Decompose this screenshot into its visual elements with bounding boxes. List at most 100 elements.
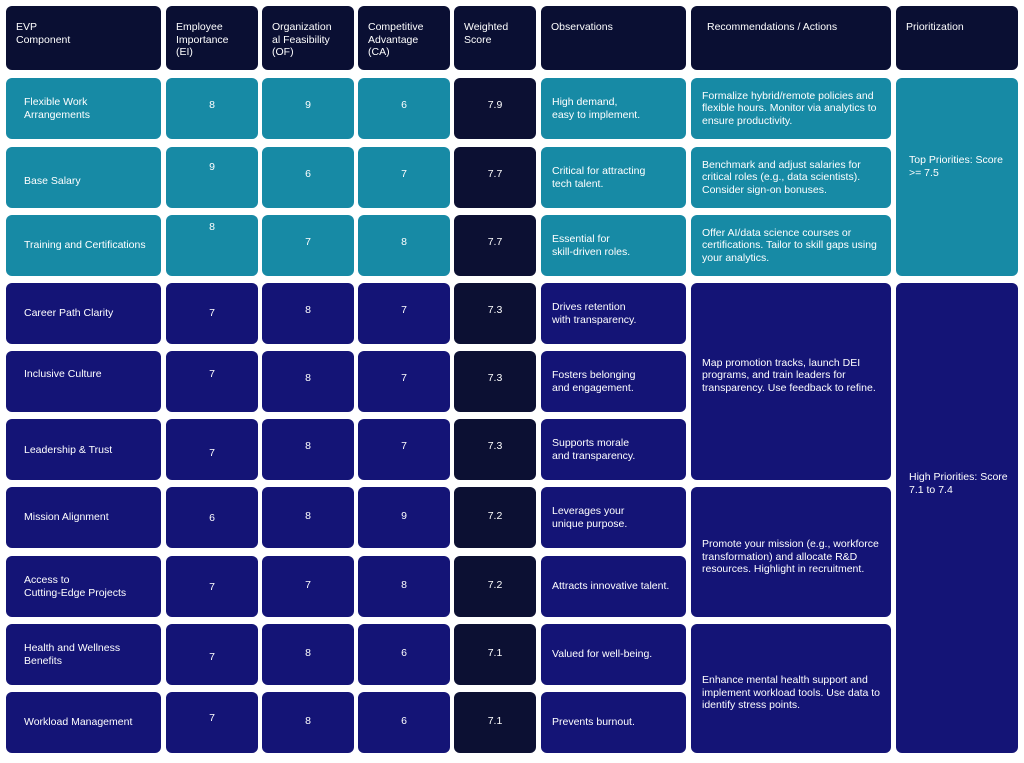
score-cell: 7.9 [454,78,536,139]
of-cell: 8 [262,692,354,753]
ei-cell: 7 [166,283,258,344]
component-cell: Flexible Work Arrangements [6,78,161,139]
header-prioritization: Prioritization [896,6,1018,70]
header-score-label: Weighted Score [464,21,509,46]
observation-label: Prevents burnout. [552,716,635,729]
observation-label: Fosters belonging and engagement. [552,368,636,394]
observation-cell: High demand, easy to implement. [541,78,686,139]
observation-label: Valued for well-being. [552,648,653,661]
ei-value: 7 [209,712,215,724]
header-recommendations-label: Recommendations / Actions [707,21,838,33]
observation-cell: Fosters belonging and engagement. [541,351,686,412]
component-label: Mission Alignment [24,511,109,524]
observation-label: Essential for skill-driven roles. [552,232,631,258]
header-observations-label: Observations [551,21,613,33]
ca-cell: 8 [358,215,450,276]
observation-label: Drives retention with transparency. [552,300,637,326]
score-cell: 7.2 [454,556,536,617]
ei-value: 7 [209,447,215,459]
component-cell: Career Path Clarity [6,283,161,344]
observation-cell: Leverages your unique purpose. [541,487,686,548]
ca-cell: 8 [358,556,450,617]
component-cell: Leadership & Trust [6,419,161,480]
component-label: Workload Management [24,716,133,729]
ca-cell: 9 [358,487,450,548]
recommendation-wellness-workload: Enhance mental health support and implem… [691,624,891,753]
ca-cell: 6 [358,692,450,753]
recommendation-text: Promote your mission (e.g., workforce tr… [702,538,879,576]
priority-high-label: High Priorities: Score 7.1 to 7.4 [909,471,1008,496]
ei-value: 9 [209,161,215,173]
score-value: 7.7 [487,236,503,248]
component-label: Flexible Work Arrangements [24,95,90,121]
of-value: 8 [305,440,311,452]
score-value: 7.1 [487,715,503,727]
recommendation-text: Benchmark and adjust salaries for critic… [702,158,861,196]
ei-value: 7 [209,307,215,319]
component-label: Base Salary [24,175,81,188]
of-cell: 6 [262,147,354,208]
of-cell: 8 [262,487,354,548]
priority-high: High Priorities: Score 7.1 to 7.4 [896,283,1018,753]
ca-cell: 6 [358,78,450,139]
observation-label: Attracts innovative talent. [552,580,670,593]
observation-label: High demand, easy to implement. [552,95,641,121]
component-cell: Inclusive Culture [6,351,161,412]
of-value: 8 [305,647,311,659]
of-cell: 7 [262,215,354,276]
observation-label: Critical for attracting tech talent. [552,164,646,190]
header-competitive-advantage: Competitive Advantage (CA) [358,6,450,70]
component-cell: Health and Wellness Benefits [6,624,161,685]
ei-value: 8 [209,221,215,233]
ca-value: 7 [401,372,407,384]
recommendation-text: Offer AI/data science courses or certifi… [702,226,877,264]
of-value: 8 [305,510,311,522]
ca-cell: 7 [358,351,450,412]
recommendation-text: Formalize hybrid/remote policies and fle… [702,89,877,127]
header-ca-label: Competitive Advantage (CA) [368,21,424,59]
of-cell: 7 [262,556,354,617]
score-cell: 7.3 [454,419,536,480]
ei-cell: 8 [166,78,258,139]
component-label: Leadership & Trust [24,444,113,457]
ca-value: 6 [401,99,407,111]
ei-value: 6 [209,512,215,524]
score-value: 7.2 [487,510,503,522]
ca-value: 8 [401,236,407,248]
ca-cell: 7 [358,283,450,344]
ei-cell: 7 [166,351,258,412]
score-cell: 7.2 [454,487,536,548]
ca-value: 7 [401,440,407,452]
ei-cell: 8 [166,215,258,276]
ei-value: 7 [209,368,215,380]
score-value: 7.2 [487,579,503,591]
of-value: 7 [305,579,311,591]
ei-cell: 7 [166,692,258,753]
score-cell: 7.7 [454,215,536,276]
ca-value: 6 [401,647,407,659]
ca-cell: 6 [358,624,450,685]
recommendation-culture-leadership: Map promotion tracks, launch DEI program… [691,283,891,480]
header-recommendations: Recommendations / Actions [691,6,891,70]
ca-value: 8 [401,579,407,591]
priority-top: Top Priorities: Score >= 7.5 [896,78,1018,276]
observation-cell: Prevents burnout. [541,692,686,753]
of-cell: 8 [262,283,354,344]
of-cell: 8 [262,624,354,685]
observation-label: Leverages your unique purpose. [552,504,628,530]
ei-value: 8 [209,99,215,111]
header-component-label: EVP Component [16,21,71,46]
component-cell: Workload Management [6,692,161,753]
ei-cell: 7 [166,556,258,617]
ei-cell: 9 [166,147,258,208]
recommendation-mission-projects: Promote your mission (e.g., workforce tr… [691,487,891,617]
recommendation-base-salary: Benchmark and adjust salaries for critic… [691,147,891,208]
ca-value: 7 [401,304,407,316]
score-cell: 7.3 [454,283,536,344]
observation-cell: Essential for skill-driven roles. [541,215,686,276]
of-cell: 9 [262,78,354,139]
score-cell: 7.7 [454,147,536,208]
observation-cell: Supports morale and transparency. [541,419,686,480]
header-prioritization-label: Prioritization [906,21,964,33]
priority-top-label: Top Priorities: Score >= 7.5 [909,154,1003,179]
